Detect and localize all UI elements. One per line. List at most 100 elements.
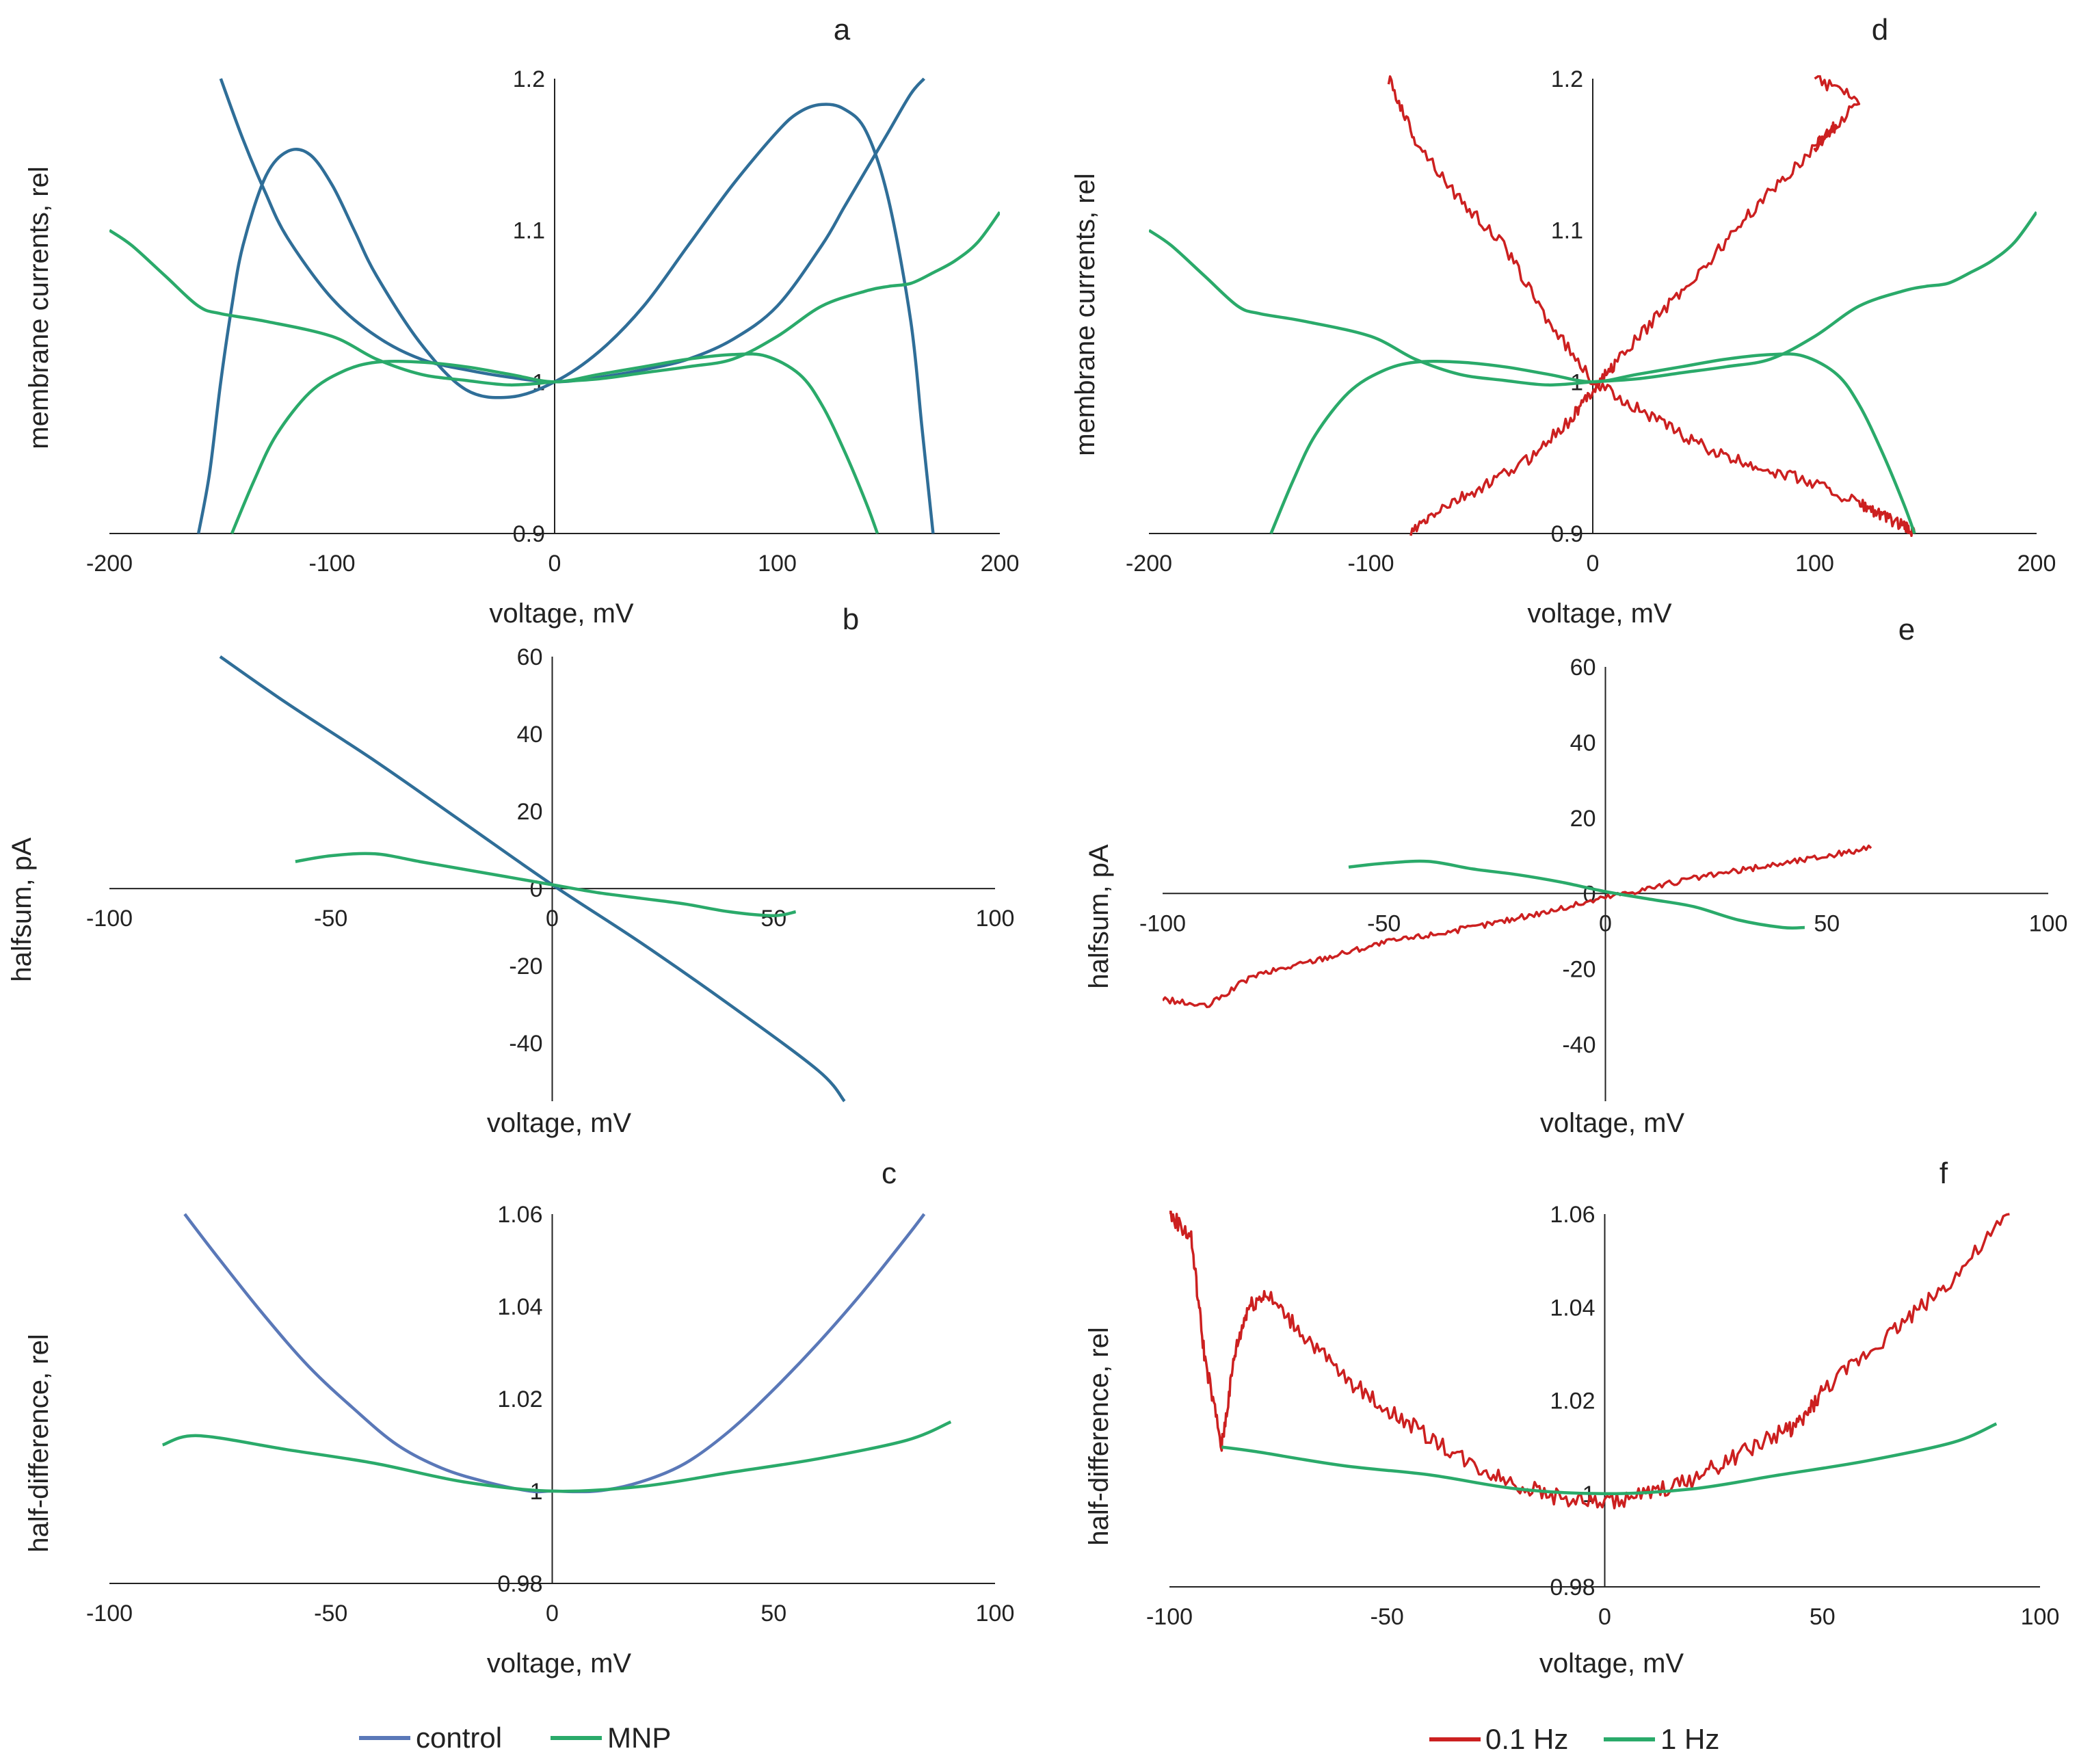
y-tick-label: 1.06 — [497, 1202, 542, 1228]
y-tick-label: 60 — [517, 644, 543, 670]
x-tick-label: -200 — [86, 551, 133, 577]
y-tick-label: 1.06 — [1550, 1202, 1595, 1228]
legend-label-1hz: 1 Hz — [1660, 1723, 1719, 1755]
x-tick-label: 100 — [2029, 910, 2068, 936]
y-axis-label-c: half-difference, rel — [24, 1334, 54, 1552]
x-tick-label: -50 — [1367, 910, 1401, 936]
x-tick-label: 50 — [760, 906, 786, 932]
series-line-0-1-hz — [1163, 844, 1872, 1009]
panel-letter-e: e — [1898, 613, 1915, 646]
y-axis-label-e: halfsum, pA — [1084, 844, 1114, 989]
y-axis-label-d: membrane currents, rel — [1070, 173, 1100, 456]
y-axis-label-a: membrane currents, rel — [24, 166, 54, 449]
x-tick-label: -100 — [1347, 551, 1394, 577]
x-tick-label: -100 — [86, 1601, 133, 1627]
series-line-mnp — [109, 211, 1000, 387]
series-line-1-hz — [1269, 352, 1916, 534]
panel-letter-c: c — [882, 1157, 897, 1190]
series-line-mnp — [230, 352, 879, 534]
series-line-control — [196, 103, 935, 534]
y-tick-label: 1.1 — [1551, 218, 1583, 244]
y-tick-label: 1.02 — [497, 1386, 542, 1412]
panel-letter-d: d — [1872, 13, 1888, 47]
panel-letter-a: a — [834, 13, 851, 47]
y-tick-label: 1.1 — [513, 218, 545, 244]
legend-left: control MNP — [359, 1722, 671, 1754]
y-tick-label: 1.2 — [513, 66, 545, 92]
y-tick-label: 0.98 — [497, 1571, 542, 1597]
series-line-control — [219, 655, 846, 1103]
y-tick-label: 1.02 — [1550, 1388, 1595, 1414]
x-tick-label: 100 — [2021, 1604, 2060, 1630]
legend-label-mnp: MNP — [607, 1722, 671, 1754]
x-tick-label: -200 — [1126, 551, 1172, 577]
x-tick-label: -100 — [86, 906, 133, 932]
y-tick-label: 40 — [1570, 730, 1596, 756]
x-tick-label: -100 — [1146, 1604, 1193, 1630]
x-tick-label: -50 — [1371, 1604, 1404, 1630]
series-line-mnp — [161, 1420, 952, 1493]
x-tick-label: 0 — [1598, 1604, 1611, 1630]
x-tick-label: 0 — [1587, 551, 1600, 577]
x-tick-label: -100 — [308, 551, 355, 577]
y-axis-label-b: halfsum, pA — [7, 837, 37, 982]
legend-right: 0.1 Hz 1 Hz — [1429, 1723, 1719, 1755]
legend-label-control: control — [416, 1722, 502, 1754]
series-line-mnp — [295, 852, 797, 917]
x-tick-label: 200 — [981, 551, 1020, 577]
x-axis-label-f: voltage, mV — [1539, 1648, 1684, 1679]
y-tick-label: -20 — [509, 953, 542, 979]
series-line-0-1-hz — [1169, 1211, 2010, 1510]
y-tick-label: -40 — [509, 1031, 542, 1057]
x-axis-label-d: voltage, mV — [1527, 598, 1672, 629]
x-tick-label: 100 — [976, 1601, 1015, 1627]
x-axis-label-b: voltage, mV — [487, 1108, 632, 1138]
series-line-0-1-hz — [1409, 75, 1861, 536]
x-tick-label: 200 — [2017, 551, 2056, 577]
x-tick-label: 100 — [758, 551, 797, 577]
x-tick-label: 100 — [1795, 551, 1834, 577]
series-line-1-hz — [1149, 211, 2037, 387]
x-axis-label-c: voltage, mV — [487, 1648, 632, 1679]
y-tick-label: 1.04 — [497, 1294, 542, 1320]
x-tick-label: -100 — [1139, 910, 1186, 936]
y-axis-label-f: half-difference, rel — [1084, 1327, 1114, 1545]
x-axis-label-a: voltage, mV — [489, 598, 634, 629]
y-tick-label: 0.9 — [513, 521, 545, 547]
y-tick-label: 0.98 — [1550, 1575, 1595, 1601]
y-tick-label: 20 — [517, 799, 543, 825]
x-tick-label: 0 — [546, 1601, 559, 1627]
x-axis-label-e: voltage, mV — [1540, 1108, 1685, 1138]
series-line-0-1-hz — [1387, 75, 1916, 537]
x-tick-label: 0 — [548, 551, 561, 577]
series-line-control — [219, 77, 926, 384]
x-tick-label: 50 — [1814, 910, 1840, 936]
y-tick-label: -20 — [1562, 957, 1596, 983]
x-tick-label: 50 — [1810, 1604, 1836, 1630]
y-tick-label: -40 — [1562, 1032, 1596, 1058]
x-tick-label: -50 — [314, 1601, 347, 1627]
x-tick-label: 50 — [760, 1601, 786, 1627]
series-line-1-hz — [1348, 859, 1805, 930]
y-tick-label: 0.9 — [1551, 521, 1583, 547]
x-tick-label: 0 — [1599, 910, 1612, 936]
legend-label-0-1hz: 0.1 Hz — [1485, 1723, 1568, 1755]
panel-letter-f: f — [1939, 1157, 1948, 1190]
x-tick-label: -50 — [314, 906, 347, 932]
x-tick-label: 100 — [976, 906, 1015, 932]
y-tick-label: 60 — [1570, 655, 1596, 681]
y-tick-label: 1.04 — [1550, 1295, 1595, 1321]
x-tick-label: 0 — [546, 906, 559, 932]
y-tick-label: 40 — [517, 722, 543, 748]
series-line-1-hz — [1221, 1422, 1998, 1496]
panel-letter-b: b — [843, 603, 859, 636]
y-tick-label: 1.2 — [1551, 66, 1583, 92]
